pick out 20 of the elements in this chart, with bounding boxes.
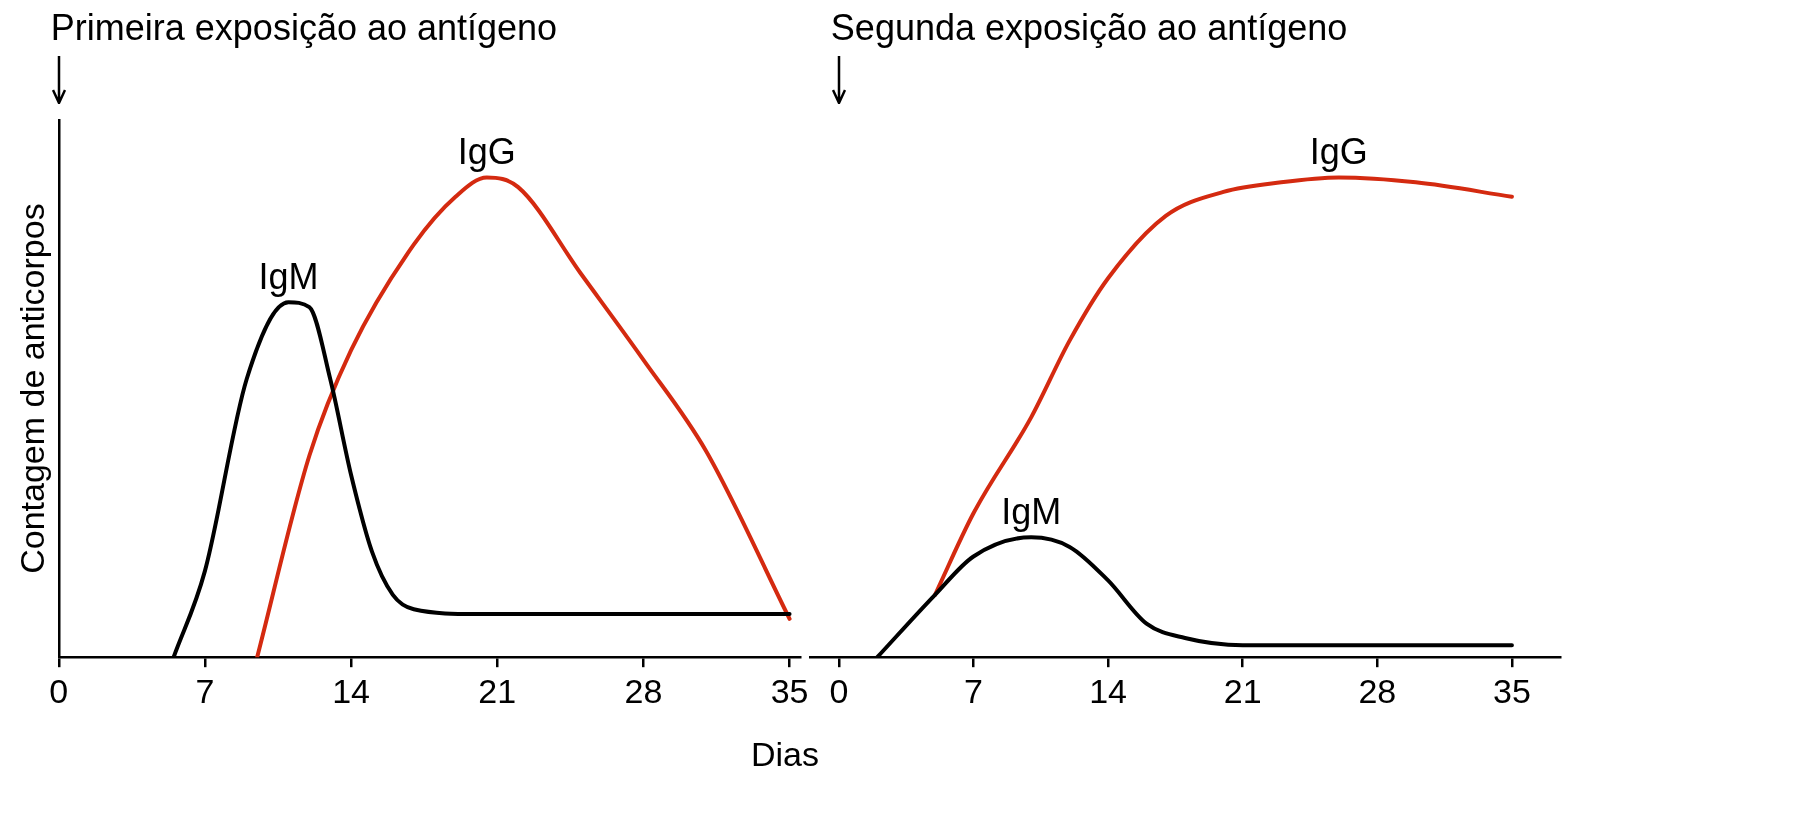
x-tick-label: 21 — [1223, 671, 1262, 710]
x-tick-label: 0 — [829, 671, 849, 710]
x-tick-label: 35 — [770, 671, 809, 710]
x-tick-label: 28 — [1358, 671, 1397, 710]
x-axis-title: Dias — [750, 735, 820, 774]
series-label: IgG — [1309, 131, 1368, 173]
x-tick-label: 14 — [332, 671, 371, 710]
x-tick-label: 35 — [1493, 671, 1531, 710]
series-label: IgM — [258, 256, 319, 298]
x-tick-label: 14 — [1089, 671, 1127, 710]
x-tick-label: 7 — [964, 671, 983, 710]
series-label: IgG — [457, 131, 516, 173]
text: Segunda exposição ao antígeno — [830, 7, 1348, 48]
x-tick-label: 0 — [49, 671, 69, 710]
text: Primeira exposição ao antígeno — [50, 7, 558, 48]
y-axis-title: Contagem de anticorpos — [12, 203, 51, 574]
series-label: IgM — [1001, 491, 1062, 533]
x-tick-label: 28 — [624, 671, 663, 710]
x-tick-label: 7 — [195, 671, 215, 710]
x-tick-label: 21 — [478, 671, 517, 710]
